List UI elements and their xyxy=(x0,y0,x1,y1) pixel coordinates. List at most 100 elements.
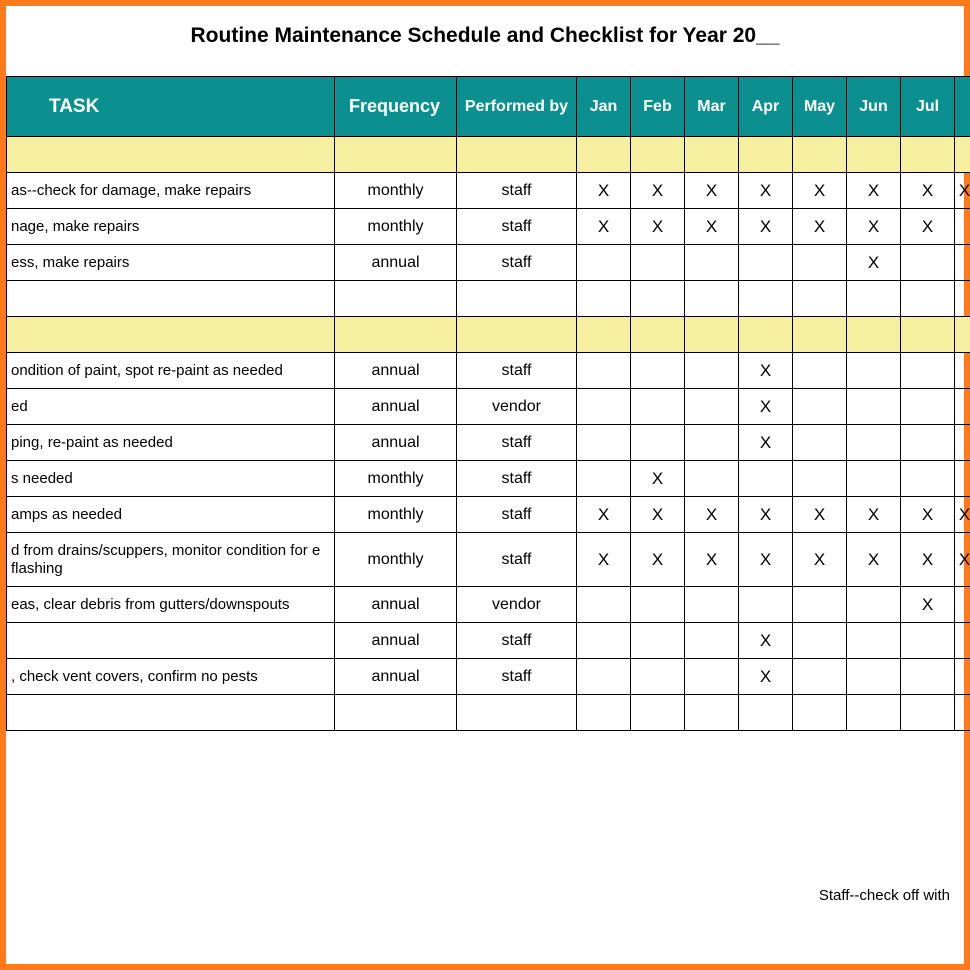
month-cell: X xyxy=(739,389,793,425)
header-frequency: Frequency xyxy=(335,77,457,137)
month-cell: X xyxy=(955,533,970,587)
task-cell: s needed xyxy=(7,461,335,497)
month-cell xyxy=(847,659,901,695)
month-cell xyxy=(631,245,685,281)
section-cell xyxy=(955,317,970,353)
month-cell: X xyxy=(901,209,955,245)
table-row: ondition of paint, spot re-paint as need… xyxy=(7,353,970,389)
month-cell xyxy=(955,389,970,425)
month-cell xyxy=(631,425,685,461)
month-cell: X xyxy=(847,533,901,587)
month-cell xyxy=(577,425,631,461)
task-cell xyxy=(7,623,335,659)
month-cell xyxy=(955,623,970,659)
month-cell xyxy=(901,659,955,695)
month-cell: X xyxy=(631,461,685,497)
month-cell xyxy=(631,659,685,695)
month-cell xyxy=(955,281,970,317)
month-cell xyxy=(847,461,901,497)
task-cell: nage, make repairs xyxy=(7,209,335,245)
month-cell: X xyxy=(685,173,739,209)
month-cell xyxy=(631,353,685,389)
frequency-cell: annual xyxy=(335,659,457,695)
month-cell: X xyxy=(631,173,685,209)
month-cell xyxy=(901,281,955,317)
month-cell xyxy=(955,425,970,461)
performed-by-cell: staff xyxy=(457,461,577,497)
month-cell: X xyxy=(847,209,901,245)
header-month: Mar xyxy=(685,77,739,137)
month-cell: X xyxy=(685,533,739,587)
month-cell: X xyxy=(793,173,847,209)
task-cell: , check vent covers, confirm no pests xyxy=(7,659,335,695)
month-cell xyxy=(901,695,955,731)
month-cell xyxy=(847,623,901,659)
month-cell xyxy=(955,695,970,731)
month-cell xyxy=(739,695,793,731)
page-title: Routine Maintenance Schedule and Checkli… xyxy=(6,24,964,48)
performed-by-cell: staff xyxy=(457,659,577,695)
table-row: amps as neededmonthlystaffXXXXXXXX xyxy=(7,497,970,533)
section-cell xyxy=(335,137,457,173)
month-cell: X xyxy=(847,173,901,209)
month-cell xyxy=(631,623,685,659)
section-cell xyxy=(457,317,577,353)
month-cell xyxy=(685,461,739,497)
month-cell xyxy=(577,245,631,281)
task-cell xyxy=(7,695,335,731)
frequency-cell: annual xyxy=(335,425,457,461)
month-cell xyxy=(577,389,631,425)
month-cell: X xyxy=(739,209,793,245)
task-cell xyxy=(7,281,335,317)
header-row: TASK Frequency Performed by Jan Feb Mar … xyxy=(7,77,970,137)
table-row: , check vent covers, confirm no pestsann… xyxy=(7,659,970,695)
task-cell: d from drains/scuppers, monitor conditio… xyxy=(7,533,335,587)
month-cell: X xyxy=(739,533,793,587)
month-cell xyxy=(955,245,970,281)
month-cell: X xyxy=(631,497,685,533)
header-month: Jun xyxy=(847,77,901,137)
table-row: eas, clear debris from gutters/downspout… xyxy=(7,587,970,623)
task-cell: ping, re-paint as needed xyxy=(7,425,335,461)
month-cell xyxy=(793,353,847,389)
section-cell xyxy=(955,137,970,173)
month-cell xyxy=(685,623,739,659)
table-row: as--check for damage, make repairsmonthl… xyxy=(7,173,970,209)
month-cell xyxy=(577,353,631,389)
section-cell xyxy=(457,137,577,173)
header-month: Jan xyxy=(577,77,631,137)
month-cell xyxy=(955,209,970,245)
month-cell xyxy=(631,281,685,317)
month-cell: X xyxy=(739,173,793,209)
section-cell xyxy=(739,137,793,173)
month-cell xyxy=(955,587,970,623)
table-row xyxy=(7,281,970,317)
header-month: Apr xyxy=(739,77,793,137)
section-cell xyxy=(631,317,685,353)
section-cell xyxy=(793,137,847,173)
month-cell: X xyxy=(577,533,631,587)
month-cell: X xyxy=(577,497,631,533)
month-cell xyxy=(577,461,631,497)
task-cell: ed xyxy=(7,389,335,425)
month-cell xyxy=(847,353,901,389)
month-cell: X xyxy=(631,209,685,245)
month-cell: X xyxy=(577,173,631,209)
month-cell xyxy=(577,695,631,731)
section-row xyxy=(7,137,970,173)
frequency-cell: monthly xyxy=(335,497,457,533)
section-cell xyxy=(7,317,335,353)
section-cell xyxy=(577,137,631,173)
section-cell xyxy=(335,317,457,353)
month-cell: X xyxy=(631,533,685,587)
performed-by-cell: staff xyxy=(457,353,577,389)
month-cell: X xyxy=(955,497,970,533)
month-cell: X xyxy=(901,533,955,587)
table-row: nage, make repairsmonthlystaffXXXXXXX xyxy=(7,209,970,245)
month-cell xyxy=(955,461,970,497)
performed-by-cell xyxy=(457,281,577,317)
table-row xyxy=(7,695,970,731)
month-cell xyxy=(631,389,685,425)
section-cell xyxy=(847,317,901,353)
month-cell: X xyxy=(901,587,955,623)
